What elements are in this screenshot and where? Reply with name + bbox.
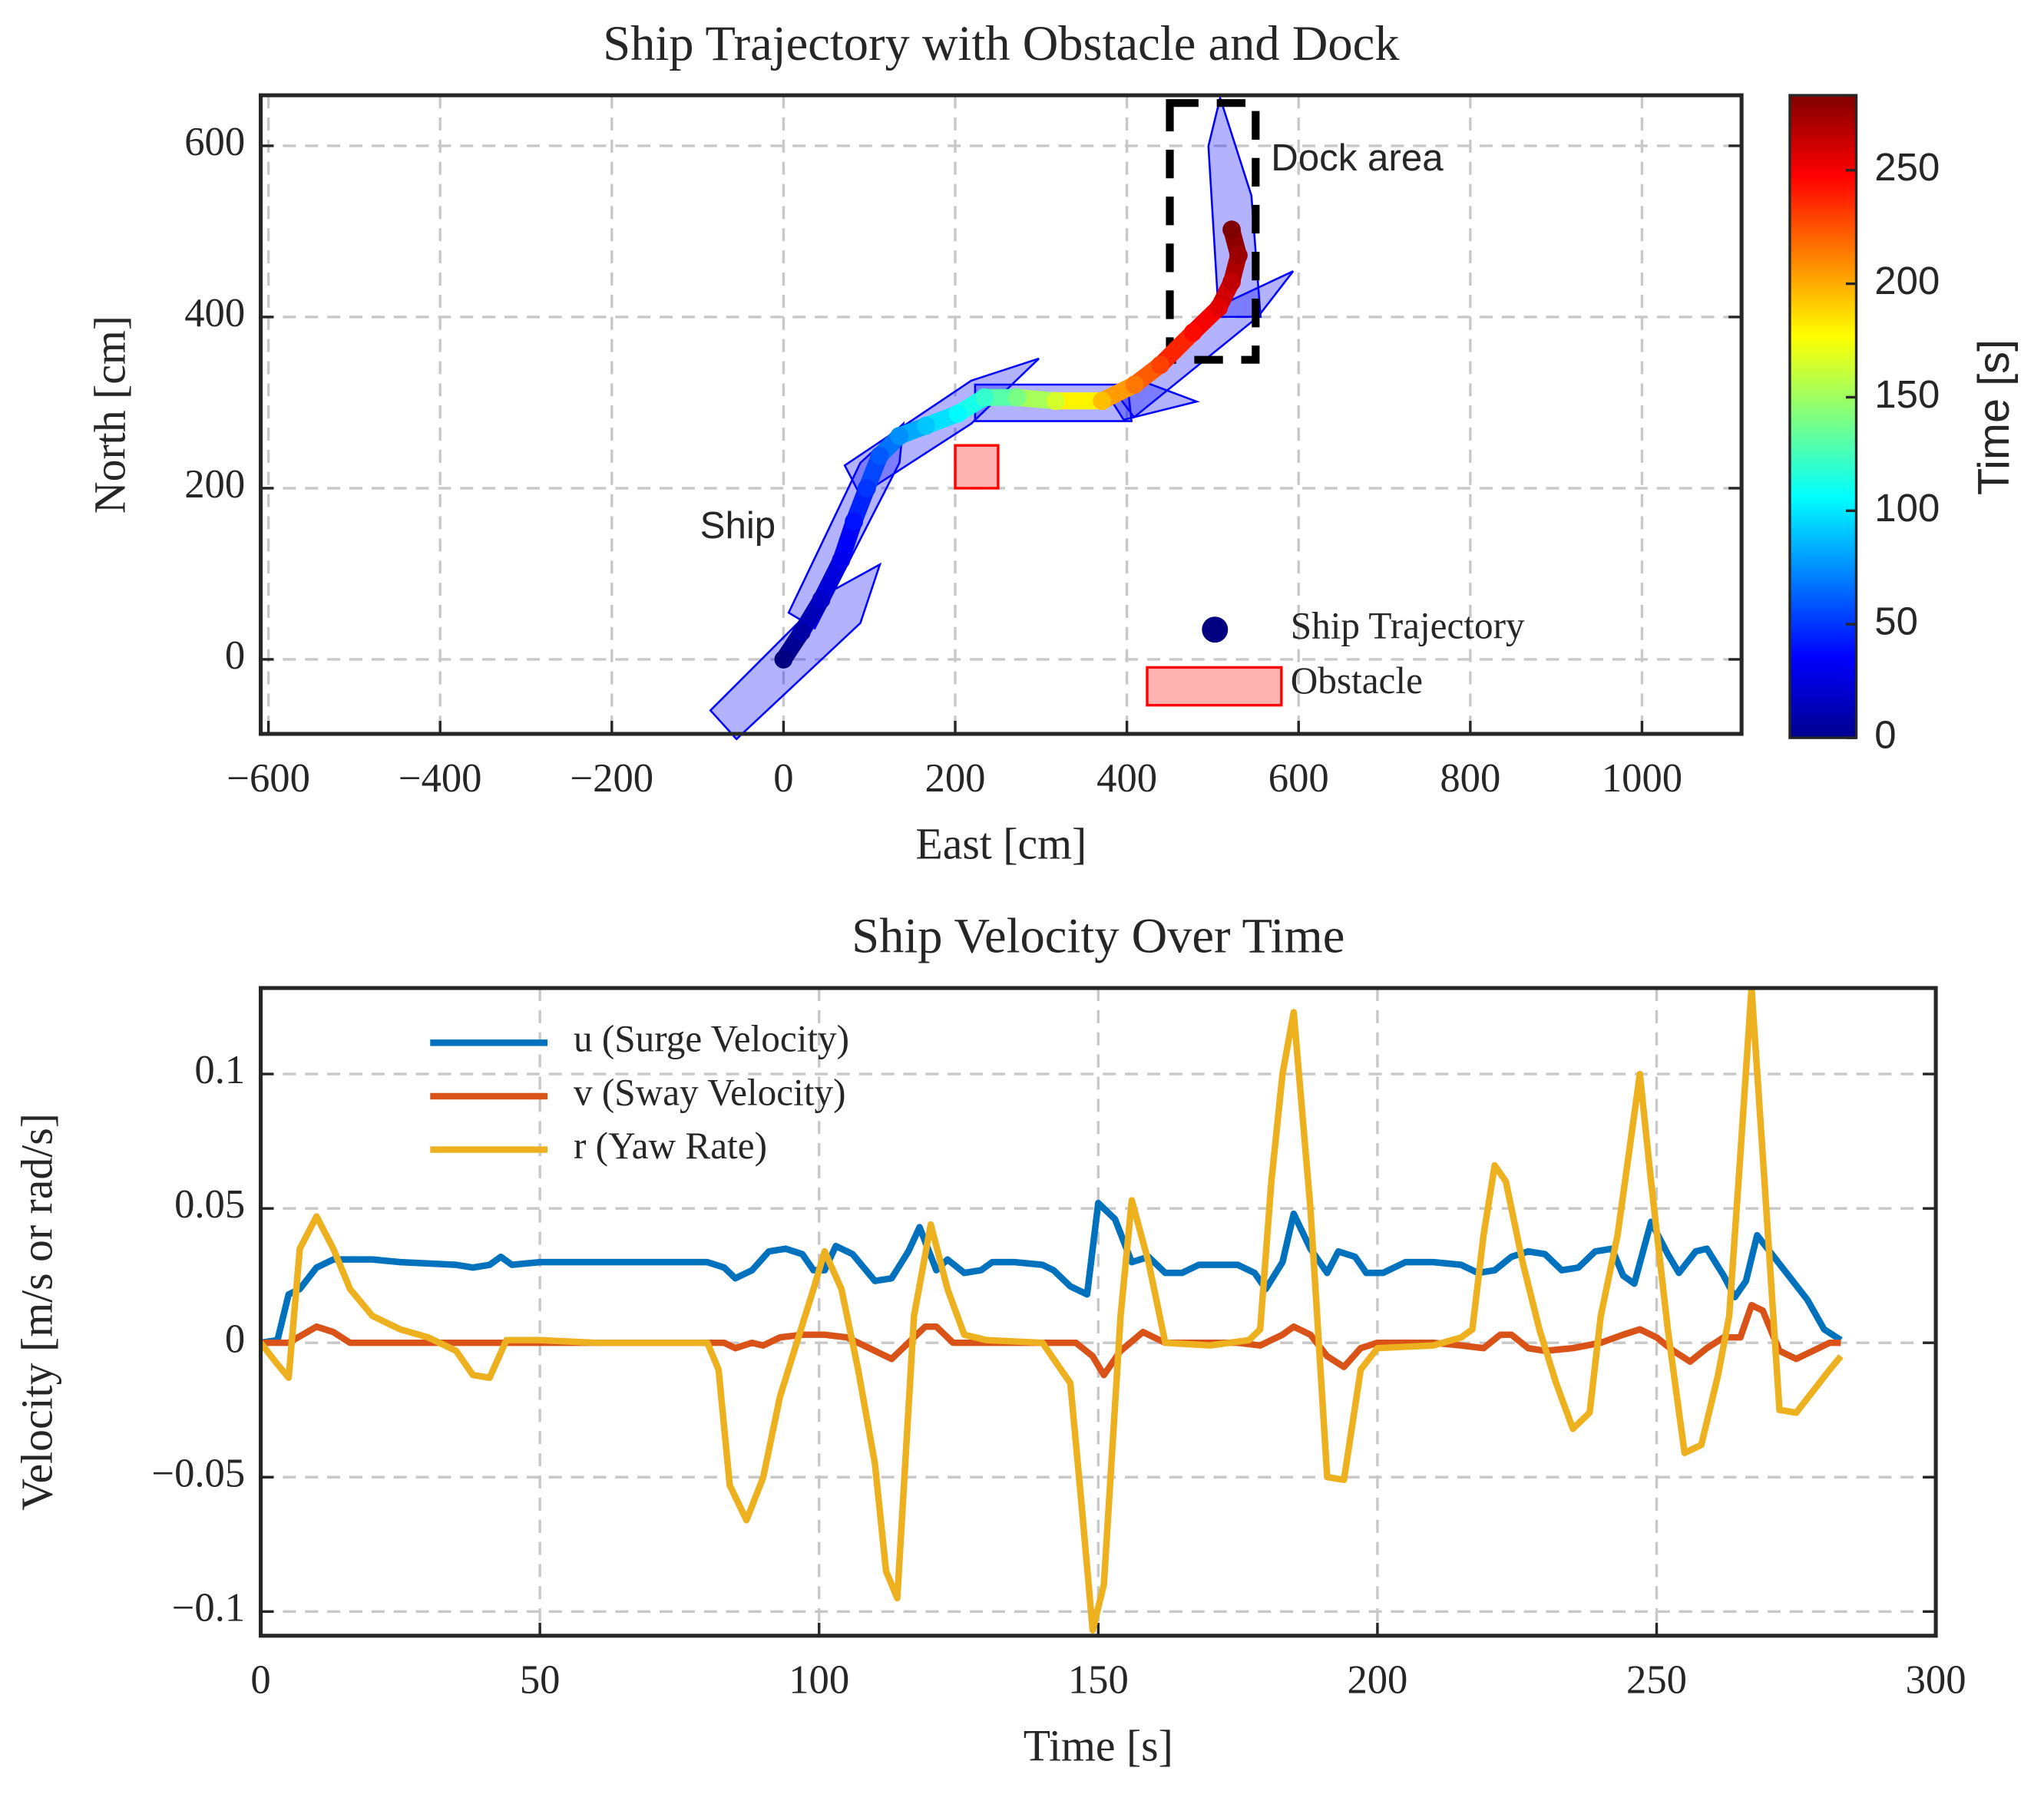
trajectory-point [792, 623, 811, 642]
frame [258, 986, 1938, 1638]
trajectory-point [857, 479, 876, 497]
trajectory-point [832, 550, 851, 570]
x-tick-label: −200 [571, 756, 654, 801]
x-tick-label: 250 [1626, 1658, 1687, 1703]
series-line [260, 1199, 1843, 1346]
colorbar-tick-label: 100 [1874, 486, 1940, 530]
frame [258, 93, 1744, 736]
legend-marker [1202, 616, 1229, 643]
trajectory-point [1151, 355, 1170, 375]
x-tick-label: 200 [925, 756, 986, 801]
y-tick-label: 0 [225, 633, 245, 678]
x-axis-label: East [cm] [915, 821, 1086, 869]
colorbar-tick-label: 0 [1874, 713, 1896, 757]
x-tick-label: −400 [399, 756, 482, 801]
x-tick-label: 600 [1268, 756, 1329, 801]
trajectory-point [1209, 298, 1229, 317]
dock-area [1166, 99, 1260, 364]
y-tick-label: −0.1 [172, 1585, 245, 1630]
x-tick-label: 150 [1068, 1658, 1129, 1703]
colorbar [1788, 94, 1858, 739]
y-axis-label: Velocity [m/s or rad/s] [14, 1113, 62, 1511]
annotation: Ship [700, 504, 776, 547]
trajectory-point [774, 650, 793, 669]
y-tick-label: 0 [225, 1317, 245, 1361]
plot-area [260, 95, 1742, 734]
series-line [260, 1301, 1841, 1379]
legend-label: r (Yaw Rate) [574, 1125, 767, 1167]
y-tick-label: −0.05 [151, 1451, 245, 1495]
trajectory-point [1222, 220, 1241, 240]
trajectory-point [1125, 375, 1144, 394]
trajectory-point [812, 590, 831, 609]
legend-label: u (Surge Velocity) [574, 1018, 849, 1060]
trajectory-point [890, 427, 909, 445]
legend-label: Obstacle [1291, 659, 1423, 702]
x-tick-label: 400 [1096, 756, 1157, 801]
x-tick-label: −600 [227, 756, 310, 801]
trajectory-point [948, 405, 967, 423]
x-tick-label: 50 [520, 1658, 561, 1703]
legend-swatch [1146, 666, 1283, 707]
trajectory-point [975, 388, 994, 407]
legend-label: Ship Trajectory [1291, 604, 1525, 646]
trajectory-point [917, 416, 935, 435]
annotation: Dock area [1271, 137, 1444, 179]
x-axis-label: Time [s] [1024, 1722, 1173, 1770]
trajectory-point [1222, 273, 1241, 292]
x-tick-label: 100 [789, 1658, 849, 1703]
x-tick-label: 800 [1440, 756, 1500, 801]
trajectory-point [1229, 246, 1248, 265]
trajectory-point [1093, 392, 1112, 411]
colorbar-tick-label: 50 [1874, 600, 1918, 643]
colorbar-label: Time [s] [1970, 339, 2019, 495]
x-tick-label: 0 [773, 756, 793, 801]
y-tick-label: 0.05 [174, 1182, 245, 1227]
trajectory-point [1183, 323, 1202, 342]
x-tick-label: 300 [1906, 1658, 1966, 1703]
trajectory-point [1046, 392, 1065, 411]
legend-label: v (Sway Velocity) [574, 1071, 846, 1113]
colorbar-tick-label: 150 [1874, 372, 1940, 416]
x-tick-label: 200 [1347, 1658, 1407, 1703]
y-tick-label: 400 [184, 291, 245, 335]
obstacle [954, 444, 1000, 490]
x-tick-label: 0 [250, 1658, 270, 1703]
trajectory-point [1007, 388, 1027, 407]
y-tick-label: 600 [184, 120, 245, 164]
trajectory-point [870, 446, 889, 465]
y-tick-label: 0.1 [194, 1048, 245, 1092]
trajectory-point [845, 512, 863, 531]
colorbar-tick-label: 200 [1874, 259, 1940, 302]
colorbar-tick-label: 250 [1874, 145, 1940, 189]
series-line [260, 988, 1844, 1634]
chart-title: Ship Velocity Over Time [852, 909, 1344, 963]
chart-title: Ship Trajectory with Obstacle and Dock [603, 16, 1400, 71]
x-tick-label: 1000 [1602, 756, 1682, 801]
y-tick-label: 200 [184, 462, 245, 507]
y-axis-label: North [cm] [87, 316, 135, 514]
